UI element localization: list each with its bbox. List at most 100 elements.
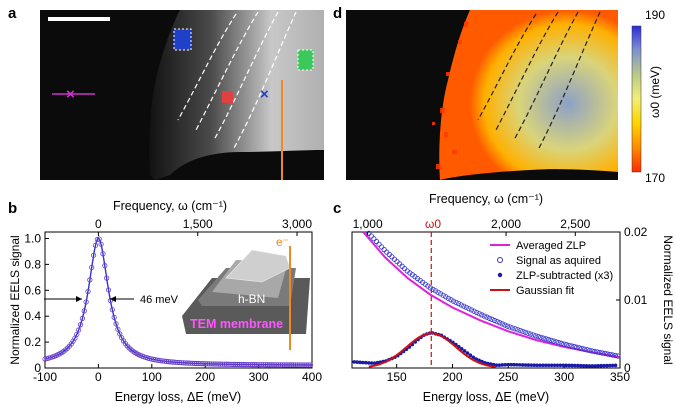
legend-label: Averaged ZLP xyxy=(516,240,586,252)
flake-edge-contours xyxy=(177,11,297,149)
b-x-tick-label: -100 xyxy=(33,370,57,384)
b-data-point xyxy=(266,362,272,368)
b-data-point xyxy=(85,288,91,295)
b-data-point xyxy=(152,357,158,363)
b-y-axis-title: Normalized EELS signal xyxy=(8,235,22,364)
signal-acquired-point xyxy=(489,316,495,322)
b-data-point xyxy=(210,361,216,367)
signal-acquired-point xyxy=(576,345,582,351)
zlp-subtracted-point xyxy=(596,364,600,368)
legend-circle-swatch xyxy=(497,257,503,263)
b-data-point xyxy=(242,361,248,368)
b-data-point xyxy=(300,362,306,368)
signal-acquired-point xyxy=(448,297,454,303)
signal-acquired-point xyxy=(378,244,385,250)
zlp-subtracted-point xyxy=(546,363,551,368)
b-data-point xyxy=(87,277,93,283)
b-data-point xyxy=(272,362,278,368)
zlp-subtracted-point xyxy=(573,363,577,368)
c-y-tick-label: 0 xyxy=(624,361,631,375)
frequency-map-flake xyxy=(439,10,618,180)
b-data-point xyxy=(199,361,205,367)
c-y-tick-label: 0.01 xyxy=(624,293,648,307)
b-data-point xyxy=(158,358,164,364)
panel-b: b Frequency, ω (cm⁻¹) Energy loss, ΔE (m… xyxy=(8,199,322,404)
signal-acquired-point xyxy=(458,302,464,308)
b-data-point xyxy=(219,361,226,367)
zlp-subtracted-point xyxy=(517,363,522,367)
b-data-point xyxy=(304,362,310,368)
map-edge-contours xyxy=(477,11,601,151)
signal-acquired-point xyxy=(581,346,588,352)
signal-acquired-point xyxy=(471,308,477,314)
hbn-label: h-BN xyxy=(238,292,265,306)
b-top-tick-label: 1,500 xyxy=(183,217,213,231)
signal-acquired-point xyxy=(599,350,606,356)
zlp-subtracted-point xyxy=(590,364,595,368)
b-data-point xyxy=(197,360,203,367)
zlp-subtracted-point xyxy=(605,363,609,368)
zlp-subtracted-point xyxy=(500,363,505,367)
membrane-label: TEM membrane xyxy=(190,317,283,331)
zlp-subtracted-point xyxy=(593,364,598,368)
b-data-point xyxy=(289,362,295,368)
legend-dot-swatch xyxy=(497,272,503,278)
b-data-point xyxy=(182,360,188,366)
signal-acquired-point xyxy=(440,292,446,298)
b-top-tick-label: 0 xyxy=(95,217,102,231)
b-data-point xyxy=(227,361,233,367)
b-data-point xyxy=(92,242,99,248)
signal-acquired-point xyxy=(520,328,526,335)
panel-letter-c: c xyxy=(333,200,341,217)
signal-acquired-point xyxy=(443,294,449,300)
b-data-point xyxy=(165,359,171,365)
c-x-tick-label: 350 xyxy=(610,370,630,384)
signal-acquired-point xyxy=(381,247,387,253)
b-data-point xyxy=(305,362,312,368)
zlp-subtracted-point xyxy=(506,362,510,367)
signal-acquired-point xyxy=(507,324,513,330)
b-data-point xyxy=(279,362,285,368)
signal-acquired-point xyxy=(438,291,444,297)
b-data-point xyxy=(98,241,104,247)
signal-acquired-point xyxy=(515,327,521,333)
b-data-point xyxy=(201,361,207,367)
signal-acquired-point xyxy=(512,326,518,332)
signal-acquired-point xyxy=(366,230,372,236)
b-data-point xyxy=(160,358,166,364)
signal-acquired-point xyxy=(525,330,531,336)
b-data-point xyxy=(180,360,186,366)
b-data-point xyxy=(195,360,201,367)
signal-acquired-point xyxy=(484,314,490,320)
b-y-tick-label: 0 xyxy=(34,361,41,375)
signal-acquired-point xyxy=(453,299,459,306)
signal-acquired-point xyxy=(551,338,557,344)
signal-acquired-point xyxy=(558,340,564,346)
zlp-subtracted-point xyxy=(372,361,377,365)
b-data-point xyxy=(229,361,235,367)
colorbar-unit-label: ω0 (meV) xyxy=(648,66,662,118)
zlp-subtracted-point xyxy=(364,360,368,365)
zlp-subtracted-point xyxy=(564,363,568,368)
omega0-label: ω0 xyxy=(425,217,441,231)
signal-acquired-point xyxy=(476,311,482,317)
signal-acquired-point xyxy=(486,315,493,321)
gaussian-fit-line xyxy=(368,332,497,368)
signal-acquired-point xyxy=(499,321,505,327)
signal-acquired-point xyxy=(461,303,467,309)
signal-acquired-point xyxy=(463,304,469,311)
magenta-cross-marker: × xyxy=(66,86,75,103)
b-data-point xyxy=(270,362,276,368)
signal-acquired-point xyxy=(610,352,616,358)
c-top-tick-label: 1,000 xyxy=(353,217,383,231)
zlp-subtracted-point xyxy=(581,363,586,368)
signal-acquired-point xyxy=(548,337,554,343)
zlp-subtracted-point xyxy=(512,362,516,367)
colorbar-min-label: 170 xyxy=(645,171,665,185)
zlp-subtracted-point xyxy=(352,360,357,364)
hbn-top-flake xyxy=(225,249,291,283)
signal-acquired-point xyxy=(450,298,457,304)
b-data-point xyxy=(208,361,214,367)
b-plot-frame xyxy=(44,231,313,369)
